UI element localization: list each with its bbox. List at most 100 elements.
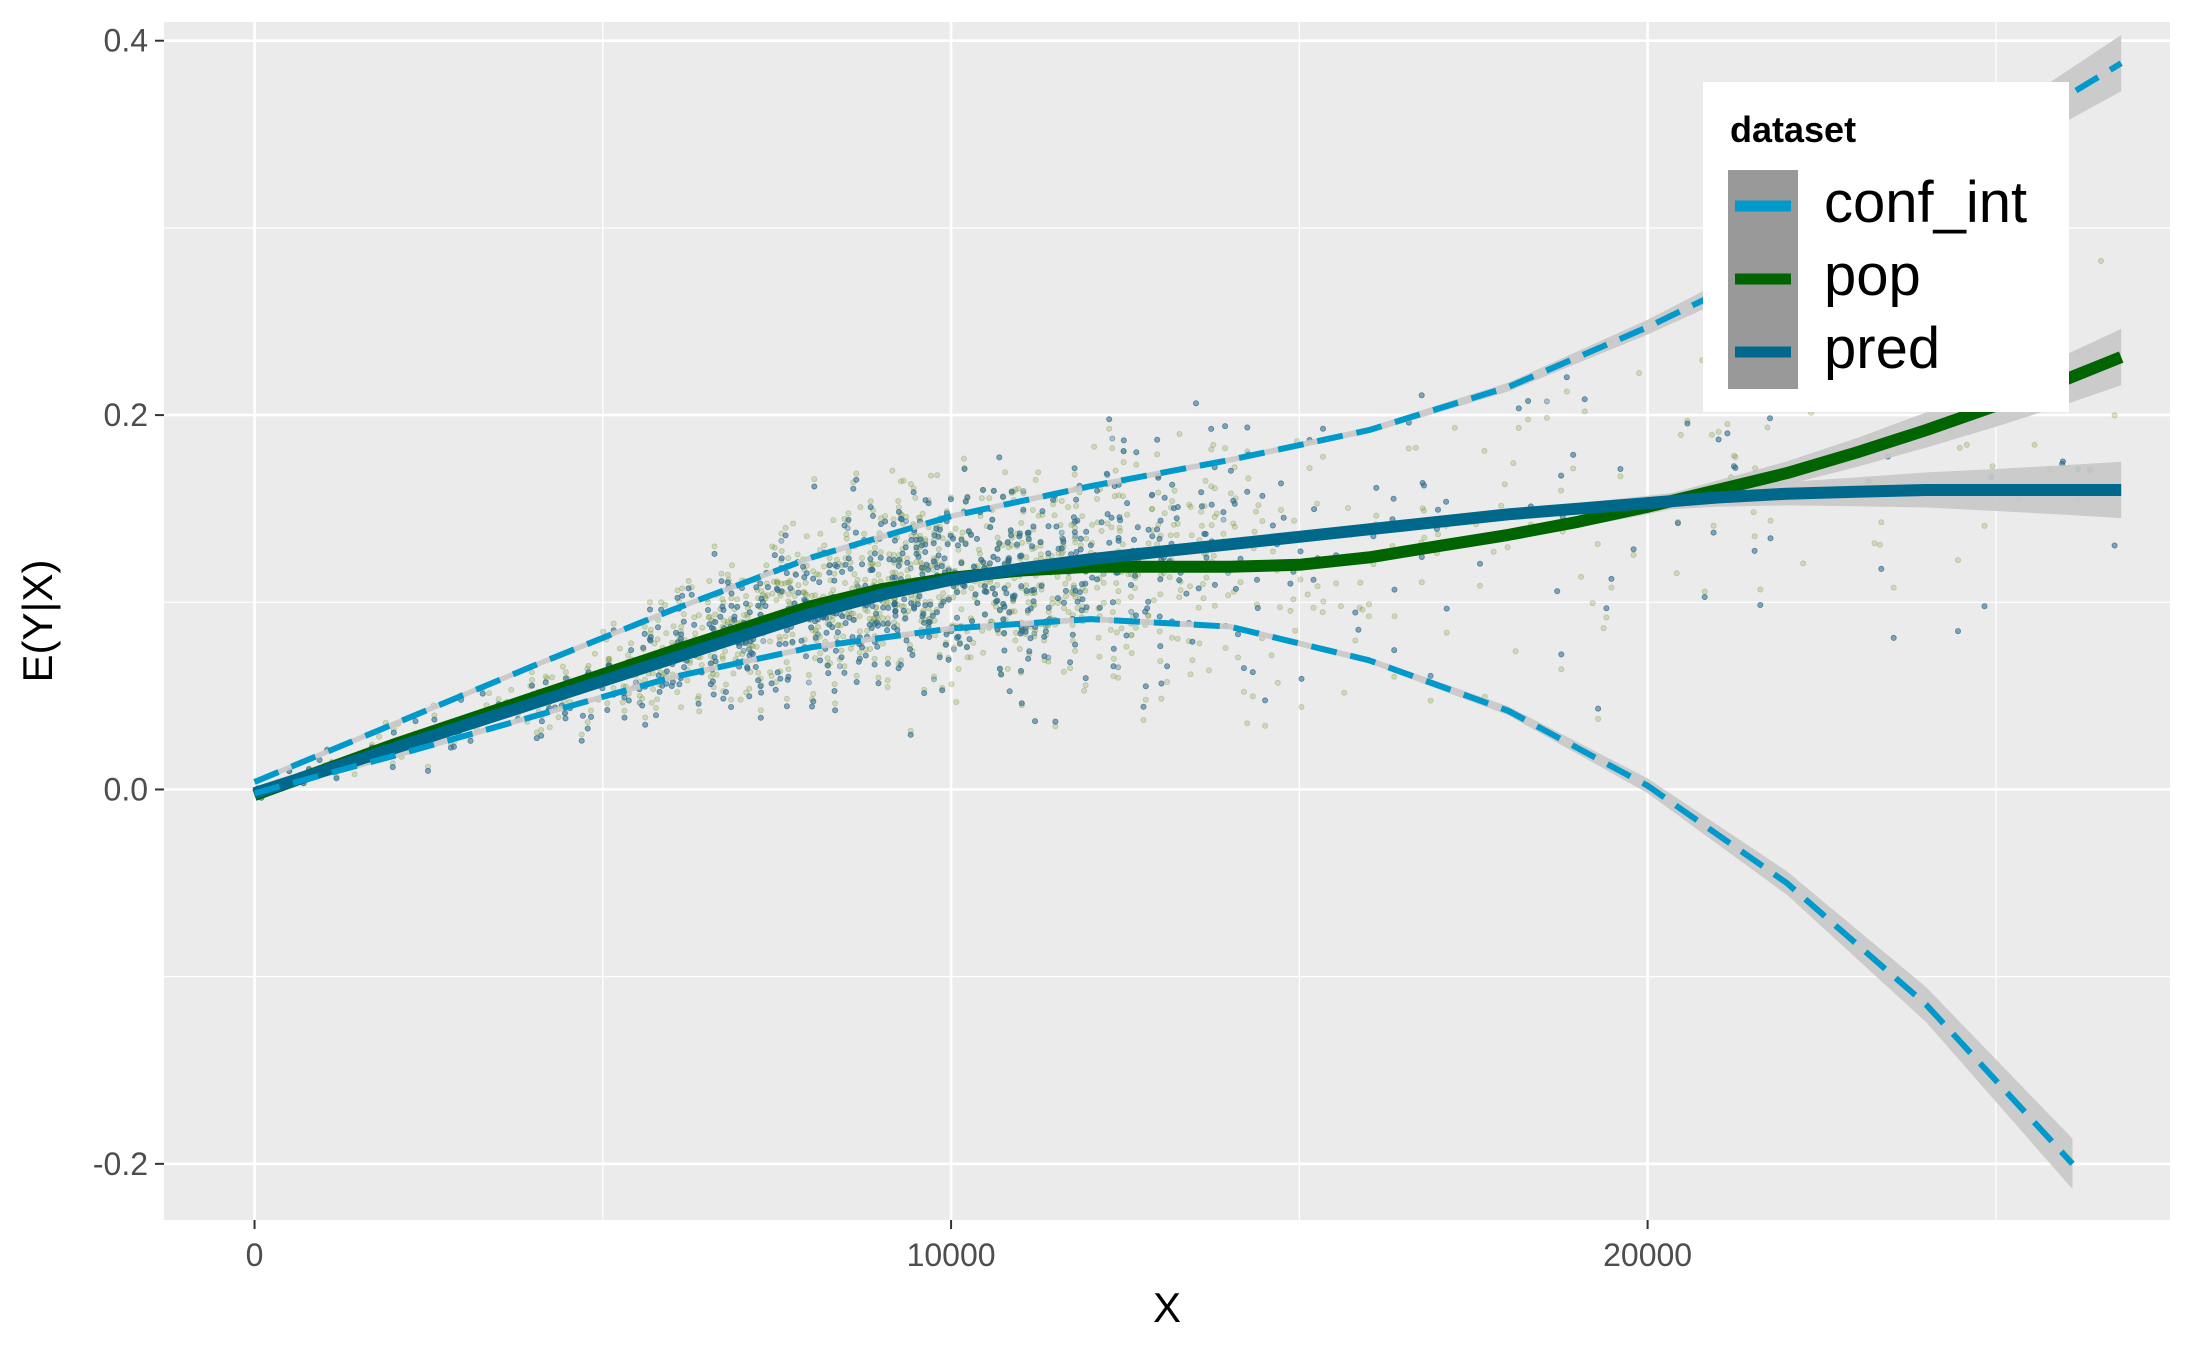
scatter-point (1074, 598, 1081, 605)
scatter-point (907, 646, 914, 653)
scatter-point (897, 657, 904, 664)
scatter-point (447, 744, 454, 751)
scatter-point (926, 619, 933, 626)
scatter-point (412, 718, 419, 725)
scatter-point (705, 607, 712, 614)
scatter-point (1230, 497, 1237, 504)
scatter-point (835, 560, 842, 567)
scatter-point (981, 588, 988, 595)
scatter-point (810, 698, 817, 705)
scatter-point (789, 587, 796, 594)
scatter-point (1104, 520, 1111, 527)
scatter-point (1000, 493, 1007, 500)
scatter-point (898, 516, 905, 523)
scatter-point (938, 602, 945, 609)
scatter-point (639, 695, 646, 702)
scatter-point (850, 616, 857, 623)
scatter-point (778, 588, 785, 595)
scatter-point (871, 550, 878, 557)
scatter-point (926, 633, 933, 640)
scatter-point (1079, 596, 1086, 603)
scatter-point (755, 669, 762, 676)
scatter-point (1054, 595, 1061, 602)
scatter-point (1041, 637, 1048, 644)
scatter-point (987, 524, 994, 531)
scatter-point (923, 561, 930, 568)
scatter-point (945, 656, 952, 663)
scatter-point (947, 496, 954, 503)
scatter-point (1014, 530, 1021, 537)
scatter-point (711, 654, 718, 661)
scatter-point (1767, 517, 1774, 524)
scatter-point (802, 590, 809, 597)
scatter-point (1078, 607, 1085, 614)
scatter-point (1198, 489, 1205, 496)
scatter-point (870, 615, 877, 622)
scatter-point (801, 566, 808, 573)
scatter-point (812, 634, 819, 641)
scatter-point (966, 636, 973, 643)
scatter-point (1089, 540, 1096, 547)
scatter-point (746, 601, 753, 608)
scatter-point (731, 613, 738, 620)
scatter-point (1235, 654, 1242, 661)
scatter-point (542, 679, 549, 686)
scatter-point (1009, 594, 1016, 601)
scatter-point (674, 587, 681, 594)
scatter-point (823, 629, 830, 636)
scatter-point (1304, 591, 1311, 598)
scatter-point (914, 601, 921, 608)
scatter-point (877, 554, 884, 561)
scatter-point (1023, 587, 1030, 594)
scatter-point (1004, 540, 1011, 547)
scatter-point (1115, 492, 1122, 499)
scatter-point (1014, 541, 1021, 548)
scatter-point (869, 560, 876, 567)
scatter-point (774, 579, 781, 586)
scatter-point (1004, 665, 1011, 672)
scatter-point (981, 611, 988, 618)
scatter-point (1155, 489, 1162, 496)
scatter-point (1166, 574, 1173, 581)
scatter-point (1710, 529, 1717, 536)
scatter-point (802, 579, 809, 586)
scatter-point (978, 556, 985, 563)
scatter-point (642, 721, 649, 728)
scatter-point (1356, 604, 1363, 611)
scatter-point (1089, 574, 1096, 581)
scatter-point (948, 681, 955, 688)
scatter-point (778, 537, 785, 544)
scatter-point (983, 588, 990, 595)
scatter-point (1878, 565, 1885, 572)
scatter-point (972, 591, 979, 598)
scatter-point (1140, 703, 1147, 710)
scatter-point (1025, 538, 1032, 545)
scatter-point (773, 597, 780, 604)
scatter-point (987, 524, 994, 531)
scatter-point (994, 546, 1001, 553)
scatter-point (1176, 577, 1183, 584)
scatter-point (900, 607, 907, 614)
scatter-point (1036, 582, 1043, 589)
scatter-point (769, 543, 776, 550)
scatter-point (1077, 535, 1084, 542)
scatter-point (1030, 598, 1037, 605)
scatter-point (810, 575, 817, 582)
scatter-point (918, 542, 925, 549)
scatter-point (1061, 599, 1068, 606)
scatter-point (1174, 635, 1181, 642)
scatter-point (1016, 533, 1023, 540)
scatter-point (826, 569, 833, 576)
scatter-point (1032, 718, 1039, 725)
scatter-point (1025, 536, 1032, 543)
scatter-point (897, 515, 904, 522)
scatter-point (826, 569, 833, 576)
scatter-point (933, 555, 940, 562)
scatter-point (871, 661, 878, 668)
scatter-point (782, 640, 789, 647)
scatter-point (1543, 398, 1550, 405)
scatter-point (779, 588, 786, 595)
scatter-point (978, 495, 985, 502)
scatter-point (605, 657, 612, 664)
scatter-point (768, 672, 775, 679)
